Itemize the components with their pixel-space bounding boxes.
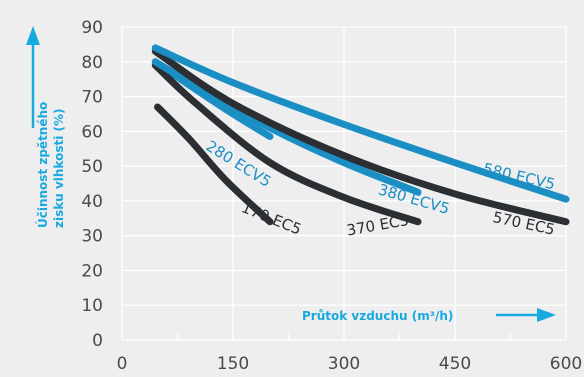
series-line-380-ecv5 bbox=[151, 58, 422, 196]
y-tick-label: 40 bbox=[81, 192, 103, 212]
series-line-170-ec5 bbox=[154, 103, 274, 226]
y-tick-label: 10 bbox=[81, 296, 103, 316]
y-tick-label: 60 bbox=[81, 122, 103, 142]
y-tick-label: 50 bbox=[81, 157, 103, 177]
series-lines bbox=[151, 44, 570, 226]
x-tick-label: 0 bbox=[117, 354, 128, 374]
y-axis-title-line1: Účinnost zpětného bbox=[35, 102, 50, 228]
y-tick-label: 30 bbox=[81, 227, 103, 247]
series-label-580-ecv5: 580 ECV5 bbox=[481, 159, 556, 193]
x-tick-label: 600 bbox=[550, 354, 582, 374]
y-tick-label: 70 bbox=[81, 88, 103, 108]
x-axis-title: Průtok vzduchu (m³/h) bbox=[302, 309, 453, 323]
y-axis-title-line2: zisku vlhkosti (%) bbox=[52, 109, 66, 228]
x-tick-label: 150 bbox=[217, 354, 249, 374]
y-tick-label: 0 bbox=[92, 331, 103, 351]
y-tick-label: 20 bbox=[81, 261, 103, 281]
y-tick-label: 90 bbox=[81, 18, 103, 38]
x-axis-title-group: Průtok vzduchu (m³/h) bbox=[302, 308, 556, 323]
series-line-370-ec5 bbox=[151, 61, 422, 226]
series-line-570-ec5 bbox=[151, 47, 570, 226]
x-axis-arrow-icon bbox=[537, 308, 556, 322]
x-tick-label: 300 bbox=[328, 354, 360, 374]
series-line-580-ecv5 bbox=[151, 44, 570, 203]
y-tick-label: 80 bbox=[81, 53, 103, 73]
tick-labels: 0 10 20 30 40 50 60 70 80 90 0 150 300 450 600 bbox=[81, 18, 582, 374]
y-axis-title-group: Účinnost zpětného zisku vlhkosti (%) bbox=[26, 26, 66, 228]
y-axis-arrow-icon bbox=[26, 26, 40, 45]
series-label-170-ec5: 170 EC5 bbox=[239, 198, 304, 238]
x-tick-label: 450 bbox=[439, 354, 471, 374]
